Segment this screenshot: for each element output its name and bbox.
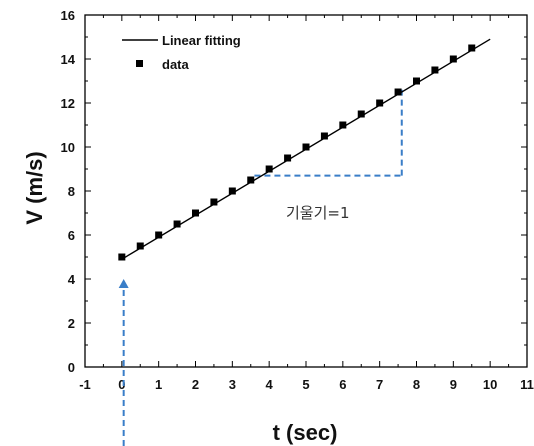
x-tick-label: 5 [302,377,309,392]
data-points [118,44,476,261]
axes [84,14,528,368]
y-axis-title: V (m/s) [22,151,47,224]
y-tick-label: 10 [61,140,75,155]
data-point [339,121,347,129]
legend-data-label: data [162,57,190,72]
x-tick-label: 1 [155,377,162,392]
x-tick-label: -1 [79,377,91,392]
legend: Linear fitting data [122,33,241,72]
x-tick-label: 10 [483,377,497,392]
data-point [173,220,181,228]
data-point [265,165,273,173]
x-tick-label: 0 [118,377,125,392]
x-tick-label: 3 [229,377,236,392]
y-tick-label: 6 [68,228,75,243]
data-point [228,187,236,195]
plot-frame [84,14,528,368]
x-axis-title: t (sec) [273,420,338,445]
x-tick-label: 7 [376,377,383,392]
y-tick-label: 16 [61,8,75,23]
data-point [284,154,292,162]
y-tick-label: 14 [61,52,76,67]
data-point [247,176,255,184]
data-point [136,242,144,250]
data-point [449,55,457,63]
legend-marker-swatch [136,60,143,67]
data-point [118,253,126,261]
data-point [431,66,439,74]
x-tick-label: 8 [413,377,420,392]
legend-fit-label: Linear fitting [162,33,241,48]
x-tick-label: 9 [450,377,457,392]
data-point [357,110,365,118]
slope-annotation [118,89,403,446]
intercept-arrow-head [118,279,129,288]
y-tick-label: 2 [68,316,75,331]
data-point [320,132,328,140]
y-tick-label: 8 [68,184,75,199]
x-tick-label: 6 [339,377,346,392]
data-point [468,44,476,52]
data-point [413,77,420,85]
data-point [302,143,310,151]
data-point [376,99,384,107]
x-tick-label: 11 [520,377,534,392]
y-tick-label: 0 [68,360,75,375]
x-tick-label: 2 [192,377,199,392]
x-tick-label: 4 [266,377,274,392]
slope-label: 기울기=1 [286,204,350,222]
data-point [155,231,163,239]
data-point [192,209,199,217]
y-tick-label: 4 [68,272,76,287]
data-point [394,88,402,96]
y-tick-label: 12 [61,96,75,111]
data-point [210,198,218,206]
